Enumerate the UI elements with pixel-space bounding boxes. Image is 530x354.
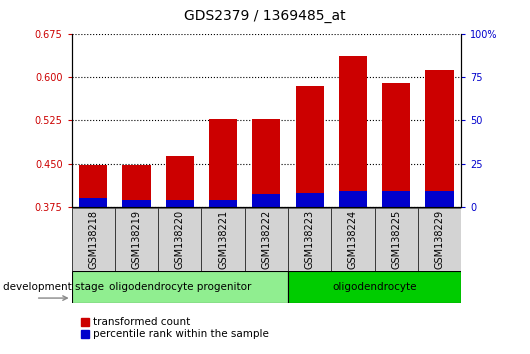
Text: oligodendrocyte: oligodendrocyte — [332, 282, 417, 292]
Bar — [79, 199, 107, 207]
Bar — [201, 208, 245, 271]
Bar — [288, 271, 461, 303]
Bar — [79, 165, 107, 207]
Bar — [122, 165, 151, 207]
Legend: transformed count, percentile rank within the sample: transformed count, percentile rank withi… — [77, 313, 273, 344]
Text: oligodendrocyte progenitor: oligodendrocyte progenitor — [109, 282, 251, 292]
Text: GSM138224: GSM138224 — [348, 210, 358, 269]
Bar — [288, 208, 331, 271]
Bar — [115, 208, 158, 271]
Bar — [382, 83, 410, 207]
Bar — [296, 86, 324, 207]
Bar — [252, 194, 280, 207]
Text: GSM138218: GSM138218 — [88, 210, 98, 269]
Bar — [122, 200, 151, 207]
Bar — [158, 208, 201, 271]
Text: GSM138222: GSM138222 — [261, 210, 271, 269]
Bar — [382, 192, 410, 207]
Bar — [209, 119, 237, 207]
Text: GSM138225: GSM138225 — [391, 210, 401, 269]
Text: GSM138229: GSM138229 — [435, 210, 445, 269]
Bar — [166, 156, 194, 207]
Bar — [252, 119, 280, 207]
Text: GSM138221: GSM138221 — [218, 210, 228, 269]
Bar — [72, 271, 288, 303]
Bar — [418, 208, 461, 271]
Text: development stage: development stage — [3, 282, 104, 292]
Bar — [166, 200, 194, 207]
Bar — [296, 193, 324, 207]
Bar — [209, 200, 237, 207]
Bar — [331, 208, 375, 271]
Bar — [245, 208, 288, 271]
Bar — [426, 70, 454, 207]
Text: GSM138219: GSM138219 — [131, 210, 142, 269]
Bar — [339, 192, 367, 207]
Bar — [72, 208, 115, 271]
Bar — [426, 191, 454, 207]
Bar — [339, 56, 367, 207]
Text: GSM138220: GSM138220 — [175, 210, 185, 269]
Text: GDS2379 / 1369485_at: GDS2379 / 1369485_at — [184, 9, 346, 23]
Bar — [375, 208, 418, 271]
Text: GSM138223: GSM138223 — [305, 210, 315, 269]
